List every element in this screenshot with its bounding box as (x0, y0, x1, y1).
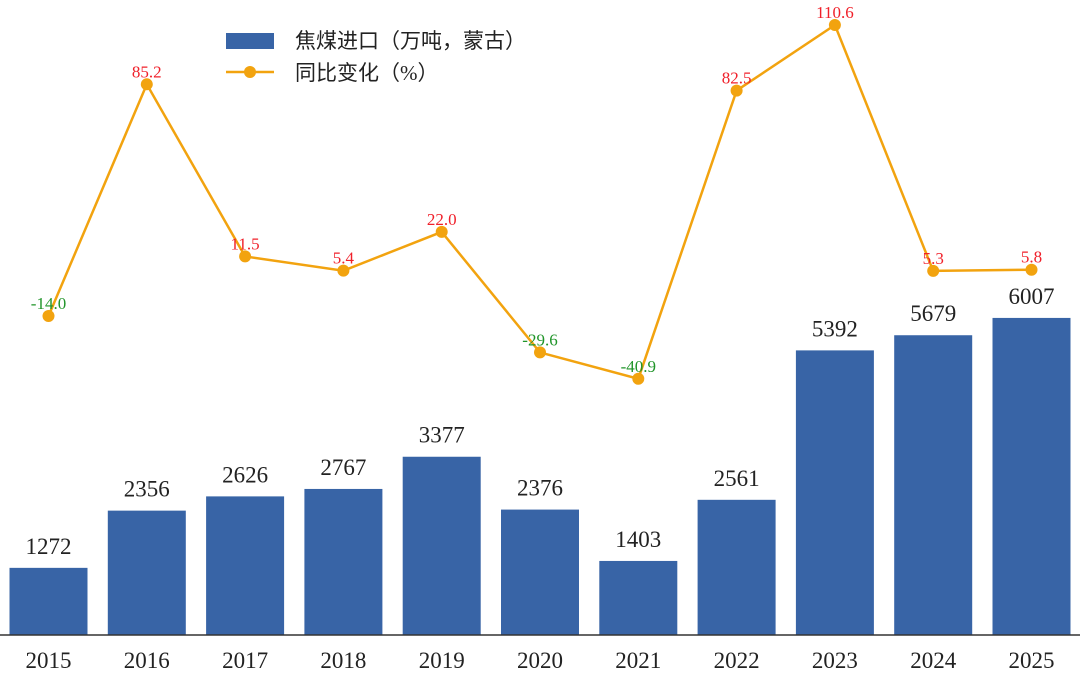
line-label-2017: 11.5 (231, 234, 260, 253)
bar-2017 (206, 496, 285, 635)
x-tick-2025: 2025 (1009, 648, 1055, 673)
legend-swatch-bar (226, 33, 274, 49)
bar-2021 (599, 560, 678, 635)
line-path (47, 23, 1032, 381)
x-tick-2015: 2015 (26, 648, 72, 673)
x-tick-2021: 2021 (615, 648, 661, 673)
bars (9, 317, 1071, 635)
line-series: -14.0 85.2 11.5 5.4 22.0 -29.6 -40.9 82.5 110.6 5… (31, 3, 1042, 385)
x-tick-2024: 2024 (910, 648, 957, 673)
bar-2025 (992, 317, 1071, 635)
line-point-2022 (730, 84, 743, 97)
x-tick-2020: 2020 (517, 648, 563, 673)
bar-labels: 1272 2356 2626 2767 3377 2376 1403 2561 5392 5679… (26, 284, 1055, 559)
line-label-2015: -14.0 (31, 294, 66, 313)
bar-2024 (894, 335, 973, 635)
legend-label-bar: 焦煤进口（万吨，蒙古） (295, 29, 526, 53)
x-tick-labels: 2015 2016 2017 2018 2019 2020 2021 2022 2023 2024… (26, 648, 1055, 673)
bar-label-2019: 3377 (419, 423, 465, 448)
line-point-2025 (1025, 263, 1038, 276)
legend: 焦煤进口（万吨，蒙古） 同比变化（%） (226, 29, 526, 85)
x-tick-2016: 2016 (124, 648, 170, 673)
bar-label-2016: 2356 (124, 477, 170, 502)
bar-label-2025: 6007 (1009, 284, 1055, 309)
line-point-2021 (632, 372, 645, 385)
line-label-2025: 5.8 (1021, 248, 1042, 267)
bar-2022 (697, 499, 776, 635)
line-label-2024: 5.3 (923, 249, 944, 268)
bar-label-2018: 2767 (320, 455, 366, 480)
line-point-2017 (239, 250, 252, 263)
bar-2016 (107, 510, 186, 635)
bar-label-2022: 2561 (714, 466, 760, 491)
bar-2023 (795, 350, 874, 635)
bar-2015 (9, 567, 88, 635)
line-label-2018: 5.4 (333, 249, 355, 268)
line-point-2018 (337, 264, 350, 277)
bar-label-2017: 2626 (222, 462, 268, 487)
x-tick-2017: 2017 (222, 648, 268, 673)
bar-label-2021: 1403 (615, 527, 661, 552)
line-point-2015 (42, 309, 55, 322)
x-tick-2019: 2019 (419, 648, 465, 673)
bar-2018 (304, 488, 383, 635)
x-tick-2022: 2022 (714, 648, 760, 673)
bar-2019 (402, 456, 481, 635)
line-label-2021: -40.9 (621, 357, 656, 376)
line-label-2020: -29.6 (522, 330, 557, 349)
line-point-2020 (534, 346, 546, 359)
bar-label-2024: 5679 (910, 301, 956, 326)
x-tick-2023: 2023 (812, 648, 858, 673)
line-label-2019: 22.0 (427, 210, 457, 229)
line-label-2022: 82.5 (722, 69, 752, 88)
bar-2020 (501, 509, 579, 635)
line-label-2016: 85.2 (132, 62, 162, 81)
bar-label-2015: 1272 (26, 534, 72, 559)
bar-label-2020: 2376 (517, 476, 563, 501)
bar-label-2023: 5392 (812, 316, 858, 341)
line-point-2016 (140, 78, 153, 91)
legend-label-line: 同比变化（%） (295, 61, 439, 85)
legend-swatch-marker (244, 66, 256, 78)
line-point-2023 (828, 18, 841, 31)
line-label-2023: 110.6 (816, 3, 854, 22)
x-tick-2018: 2018 (320, 648, 366, 673)
line-point-2024 (927, 264, 940, 277)
line-point-2019 (435, 225, 448, 238)
